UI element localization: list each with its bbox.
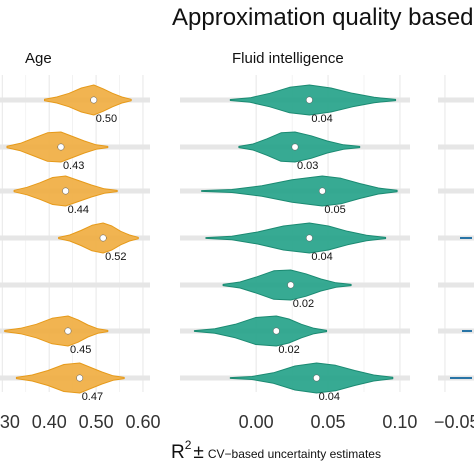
violin (229, 362, 394, 394)
x-tick-label: 0.50 (79, 412, 114, 432)
violin-center-point (313, 374, 321, 382)
x-tick-label: 0.00 (239, 412, 274, 432)
violin (4, 315, 109, 347)
x-tick-label: 0.30 (0, 412, 20, 432)
x-tick-label: 0.10 (382, 412, 417, 432)
x-tick-label: −0.05 (434, 412, 474, 432)
violin-value-label: 0.04 (311, 251, 332, 263)
x-axis-label-superscript: 2 (185, 438, 192, 452)
violin-center-point (57, 143, 65, 151)
violin-center-point (291, 143, 299, 151)
violin-center-point (305, 96, 313, 104)
violin-value-label: 0.05 (324, 204, 345, 216)
x-tick-label: 0.05 (311, 412, 346, 432)
facet-title-fluid-intelligence: Fluid intelligence (232, 50, 344, 67)
violin-value-label: 0.02 (293, 298, 314, 310)
x-axis-label: R2 ± CV−based uncertainty estimates (171, 438, 381, 463)
violin-value-label: 0.43 (63, 160, 84, 172)
violin-center-point (99, 234, 107, 242)
violin (44, 84, 132, 116)
violin (193, 315, 328, 347)
panel-0: 0.30 0.40 0.50 0.60 0.50 0.43 0.44 0.52 0.45 0.47 (0, 75, 160, 432)
violin-value-label: 0.45 (70, 344, 91, 356)
violin-center-point (287, 281, 295, 289)
violin-center-point (272, 327, 280, 335)
chart-title: Approximation quality based (172, 4, 474, 31)
violin-value-label: 0.47 (82, 391, 103, 403)
violin-center-point (318, 187, 326, 195)
panel-2: −0.05 (434, 75, 474, 432)
violin-center-point (76, 374, 84, 382)
violin (201, 175, 398, 207)
violin-value-label: 0.52 (105, 251, 126, 263)
x-tick-label: 0.40 (32, 412, 67, 432)
violin (238, 131, 361, 163)
violin-center-point (62, 187, 70, 195)
violin-value-label: 0.44 (68, 204, 89, 216)
violin-center-point (90, 96, 98, 104)
x-tick-label: 0.60 (125, 412, 160, 432)
violin (15, 362, 125, 394)
violin-value-label: 0.04 (311, 113, 332, 125)
violin-value-label: 0.03 (297, 160, 318, 172)
x-axis-label-text: CV−based uncertainty estimates (208, 447, 381, 461)
violin-value-label: 0.50 (96, 113, 117, 125)
panel-1: 0.00 0.05 0.10 0.04 0.03 0.05 0.04 0.02 0.02 0.04 (180, 75, 417, 432)
x-axis-label-r: R (171, 442, 185, 463)
panels-layer: 0.30 0.40 0.50 0.60 0.50 0.43 0.44 0.52 0.45 0.47… (0, 75, 474, 432)
x-axis-label-pm: ± (193, 442, 203, 463)
violin (229, 84, 397, 116)
violin-value-label: 0.04 (319, 391, 340, 403)
violin-center-point (305, 234, 313, 242)
violin (58, 222, 139, 254)
violin (205, 222, 387, 254)
violin (222, 269, 352, 301)
violin-center-point (64, 327, 72, 335)
violin (6, 131, 109, 163)
facet-title-age: Age (25, 50, 52, 67)
violin-value-label: 0.02 (278, 344, 299, 356)
